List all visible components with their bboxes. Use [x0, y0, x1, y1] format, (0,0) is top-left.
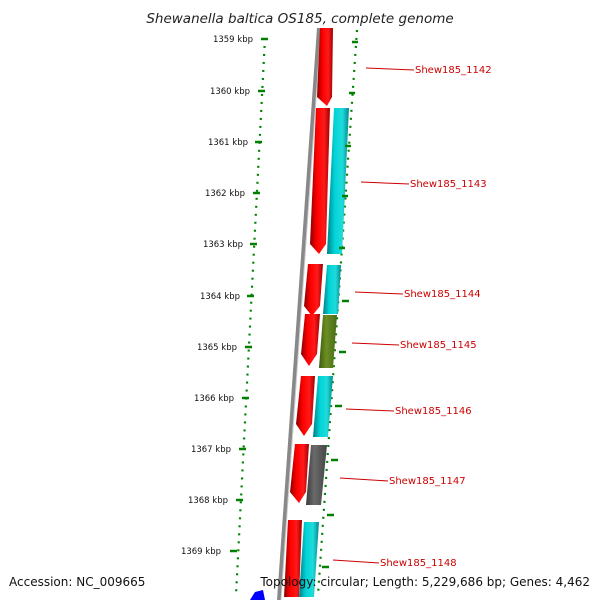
kbp-label: 1367 kbp	[191, 445, 231, 455]
gene-label[interactable]: Shew185_1147	[389, 476, 466, 487]
backbone-highlight	[280, 27, 322, 600]
gene-feature-1148	[299, 522, 319, 597]
position-marker-icon	[250, 590, 265, 600]
accession-text: Accession: NC_009665	[9, 575, 146, 589]
gene-label[interactable]: Shew185_1144	[404, 289, 481, 300]
scale-ticks	[230, 37, 268, 553]
gene-labels: Shew185_1142 Shew185_1143 Shew185_1144 S…	[380, 65, 492, 569]
kbp-label: 1363 kbp	[203, 240, 243, 250]
cds-arrow	[317, 28, 333, 106]
inner-ticks	[322, 40, 358, 569]
map-title: Shewanella baltica OS185, complete genom…	[146, 11, 453, 27]
kbp-label: 1359 kbp	[213, 35, 253, 45]
gene-label[interactable]: Shew185_1148	[380, 558, 457, 569]
backbone-line	[277, 27, 321, 600]
outer-scale-line	[234, 37, 267, 596]
gene-feature-1145	[319, 315, 337, 368]
cds-arrow	[284, 520, 302, 597]
gene-feature-1147	[306, 445, 327, 505]
gene-feature-1144	[323, 265, 341, 314]
kbp-label: 1368 kbp	[188, 496, 228, 506]
cds-arrow	[296, 376, 315, 436]
gene-feature-1146	[313, 376, 333, 437]
genome-summary: Topology: circular; Length: 5,229,686 bp…	[260, 575, 590, 589]
cds-arrow	[301, 314, 320, 366]
kbp-label: 1365 kbp	[197, 343, 237, 353]
gene-feature-1143	[327, 108, 349, 254]
scale-labels: 1359 kbp 1360 kbp 1361 kbp 1362 kbp 1363…	[181, 35, 253, 557]
gene-label[interactable]: Shew185_1146	[395, 406, 472, 417]
cds-arrow	[304, 264, 323, 316]
kbp-label: 1362 kbp	[205, 189, 245, 199]
gene-label[interactable]: Shew185_1142	[415, 65, 492, 76]
kbp-label: 1360 kbp	[210, 87, 250, 97]
kbp-label: 1364 kbp	[200, 292, 240, 302]
kbp-label: 1361 kbp	[208, 138, 248, 148]
cds-arrow	[290, 444, 309, 503]
gene-leaders	[332, 67, 415, 564]
gene-label[interactable]: Shew185_1143	[410, 179, 487, 190]
kbp-label: 1366 kbp	[194, 394, 234, 404]
gene-label[interactable]: Shew185_1145	[400, 340, 477, 351]
cds-arrow	[310, 108, 330, 254]
kbp-label: 1369 kbp	[181, 547, 221, 557]
